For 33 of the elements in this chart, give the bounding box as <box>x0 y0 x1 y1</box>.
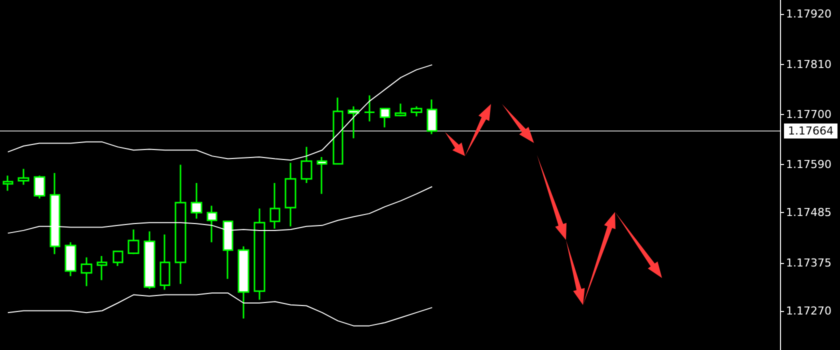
y-tick-label: 1.17590 <box>786 158 832 172</box>
y-tick-label: 1.17485 <box>786 206 832 220</box>
ref-line-label: 1.17664 <box>788 124 834 138</box>
candlestick <box>284 162 296 228</box>
candlestick <box>174 164 186 285</box>
candlestick <box>190 182 202 220</box>
candlestick <box>144 230 156 290</box>
candlestick <box>34 174 46 200</box>
candlestick <box>254 208 266 301</box>
candlestick <box>270 182 280 230</box>
y-tick-label: 1.17700 <box>786 108 832 122</box>
y-tick-label: 1.17270 <box>786 304 832 318</box>
candlestick <box>64 242 76 277</box>
candlestick <box>426 98 438 135</box>
candlestick <box>364 94 376 122</box>
candlestick <box>348 106 360 140</box>
candlestick <box>96 255 108 281</box>
candlestick <box>332 96 344 165</box>
candlestick <box>2 174 14 192</box>
candlestick <box>394 102 406 118</box>
candlestick <box>112 250 124 267</box>
candlestick <box>380 108 390 128</box>
candlestick <box>160 234 170 291</box>
line-series <box>7 64 433 161</box>
y-tick-label: 1.17920 <box>786 8 832 21</box>
candlestick <box>18 168 30 186</box>
y-tick-label: 1.17375 <box>786 256 832 270</box>
candlestick <box>80 256 92 287</box>
candlestick <box>410 106 422 118</box>
candlestick <box>300 146 312 184</box>
candlestick <box>128 228 140 255</box>
candlestick <box>316 156 328 195</box>
y-tick-label: 1.17810 <box>786 58 832 71</box>
